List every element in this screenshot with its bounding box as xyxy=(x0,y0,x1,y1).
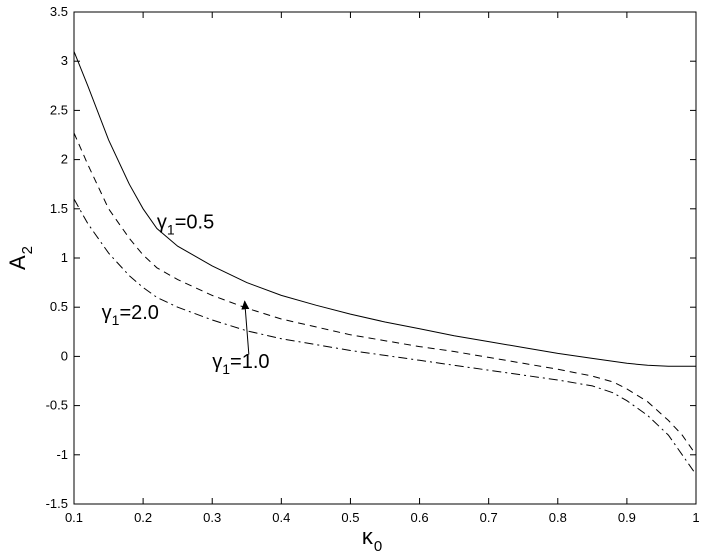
x-tick-label: 0.7 xyxy=(480,510,498,525)
plot-area xyxy=(73,11,697,505)
annotation-layer: γ1=0.5 γ1=2.0 γ1=1.0 xyxy=(102,211,270,377)
x-tick-label: 0.2 xyxy=(134,510,152,525)
y-tick-label: 1.5 xyxy=(50,201,68,216)
x-axis-label: κ0 xyxy=(362,524,382,555)
x-tick-label: 0.6 xyxy=(411,510,429,525)
y-tick-label: 2 xyxy=(61,152,68,167)
x-tick-label: 1 xyxy=(692,510,699,525)
y-tick-label: 1 xyxy=(61,250,68,265)
series-annotation: γ1=0.5 xyxy=(157,211,214,237)
x-axis-ticks: 0.1 0.2 0.3 0.4 0.5 0.6 0.7 0.8 0.9 1 xyxy=(65,12,700,525)
y-tick-label: 0 xyxy=(61,348,68,363)
series-layer xyxy=(73,51,697,475)
x-tick-label: 0.4 xyxy=(272,510,290,525)
series-annotation: γ1=2.0 xyxy=(102,302,159,328)
x-tick-label: 0.1 xyxy=(65,510,83,525)
series-line-dashdot xyxy=(73,198,697,475)
x-tick-label: 0.8 xyxy=(549,510,567,525)
x-tick-label: 0.3 xyxy=(203,510,221,525)
y-tick-label: -0.5 xyxy=(46,398,68,413)
y-tick-label: 3 xyxy=(61,53,68,68)
x-tick-label: 0.5 xyxy=(341,510,359,525)
y-axis-ticks: -1.5 -1 -0.5 0 0.5 1 1.5 2 2.5 3 3.5 xyxy=(46,4,696,511)
series-line-solid xyxy=(73,51,696,367)
y-tick-label: -1 xyxy=(56,447,68,462)
y-axis-label: A2 xyxy=(5,246,36,270)
y-tick-label: 2.5 xyxy=(50,102,68,117)
x-tick-label: 0.9 xyxy=(618,510,636,525)
y-tick-label: -1.5 xyxy=(46,496,68,511)
annotation-arrow xyxy=(241,300,250,355)
series-annotation: γ1=1.0 xyxy=(212,351,269,377)
y-tick-label: 0.5 xyxy=(50,299,68,314)
series-line-dashed xyxy=(73,132,697,456)
y-tick-label: 3.5 xyxy=(50,4,68,19)
